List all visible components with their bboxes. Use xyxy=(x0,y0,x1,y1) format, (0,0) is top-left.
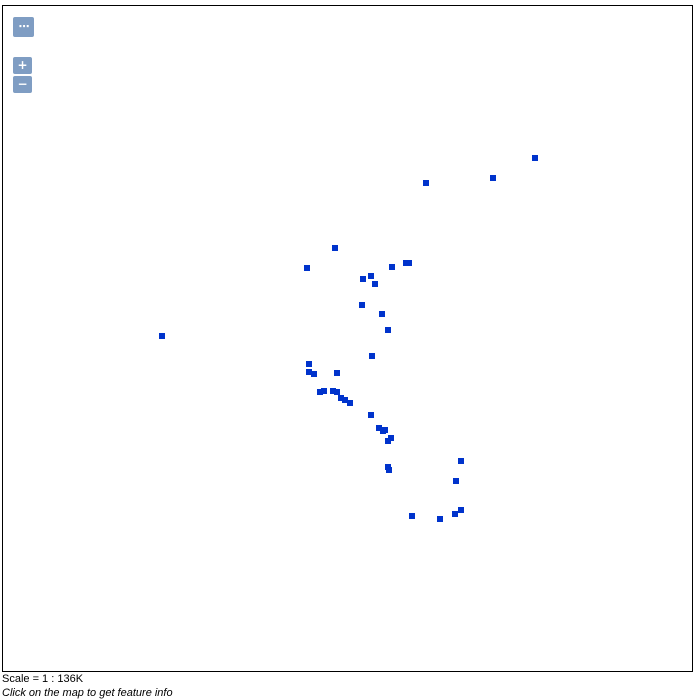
map-feature-point[interactable] xyxy=(306,361,312,367)
map-feature-point[interactable] xyxy=(369,353,375,359)
map-feature-point[interactable] xyxy=(452,511,458,517)
map-feature-point[interactable] xyxy=(342,397,348,403)
map-feature-point[interactable] xyxy=(372,281,378,287)
map-feature-point[interactable] xyxy=(321,388,327,394)
map-feature-point[interactable] xyxy=(317,389,323,395)
map-feature-point[interactable] xyxy=(311,371,317,377)
map-feature-point[interactable] xyxy=(334,370,340,376)
map-feature-point[interactable] xyxy=(338,395,344,401)
map-feature-point[interactable] xyxy=(347,400,353,406)
map-viewport[interactable]: ⋯ + − xyxy=(2,5,693,672)
map-feature-point[interactable] xyxy=(330,388,336,394)
map-feature-point[interactable] xyxy=(379,311,385,317)
map-feature-point[interactable] xyxy=(532,155,538,161)
map-feature-point[interactable] xyxy=(406,260,412,266)
map-feature-point[interactable] xyxy=(334,389,340,395)
map-feature-point[interactable] xyxy=(458,458,464,464)
zoom-in-button[interactable]: + xyxy=(13,57,32,74)
map-feature-point[interactable] xyxy=(385,438,391,444)
map-feature-point[interactable] xyxy=(490,175,496,181)
map-feature-point[interactable] xyxy=(453,478,459,484)
map-feature-point[interactable] xyxy=(332,245,338,251)
map-feature-point[interactable] xyxy=(304,265,310,271)
map-feature-point[interactable] xyxy=(389,264,395,270)
map-feature-point[interactable] xyxy=(458,507,464,513)
feature-layer[interactable] xyxy=(3,6,692,671)
map-feature-point[interactable] xyxy=(386,467,392,473)
map-feature-point[interactable] xyxy=(376,425,382,431)
map-feature-point[interactable] xyxy=(437,516,443,522)
map-feature-point[interactable] xyxy=(409,513,415,519)
scale-text: Scale = 1 : 136K xyxy=(2,673,84,685)
map-feature-point[interactable] xyxy=(382,427,388,433)
map-feature-point[interactable] xyxy=(368,273,374,279)
map-feature-point[interactable] xyxy=(359,302,365,308)
map-feature-point[interactable] xyxy=(368,412,374,418)
map-feature-point[interactable] xyxy=(360,276,366,282)
feature-info-hint: Click on the map to get feature info xyxy=(2,687,173,699)
zoom-out-button[interactable]: − xyxy=(13,76,32,93)
layer-menu-button[interactable]: ⋯ xyxy=(13,17,34,37)
map-feature-point[interactable] xyxy=(159,333,165,339)
map-feature-point[interactable] xyxy=(385,327,391,333)
map-feature-point[interactable] xyxy=(306,369,312,375)
map-feature-point[interactable] xyxy=(423,180,429,186)
